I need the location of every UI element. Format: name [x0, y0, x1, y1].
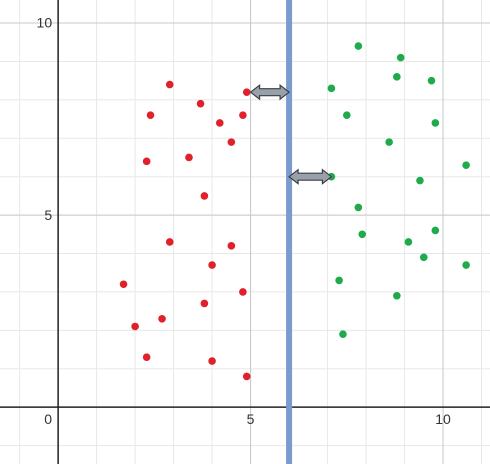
point [185, 153, 193, 162]
point [215, 119, 224, 127]
point [146, 111, 155, 120]
point [416, 176, 424, 185]
point [358, 230, 367, 239]
point [200, 192, 209, 200]
point [335, 276, 343, 285]
point [396, 53, 405, 62]
point [385, 138, 393, 146]
point [393, 291, 401, 300]
point [431, 226, 440, 235]
point [208, 261, 216, 269]
point [227, 138, 236, 146]
point [142, 157, 151, 166]
point [393, 73, 401, 81]
x-tick-label: 5 [247, 411, 255, 427]
x-tick-label: 10 [435, 411, 451, 427]
point [427, 76, 436, 85]
point [227, 242, 236, 250]
distance-arrow [249, 83, 291, 101]
point [431, 119, 440, 127]
point [462, 261, 470, 269]
point [208, 357, 216, 365]
point [196, 99, 205, 108]
point [343, 111, 351, 120]
point [339, 330, 347, 338]
point [165, 238, 174, 246]
point [239, 288, 247, 296]
y-tick-label: 5 [44, 207, 52, 223]
point [419, 253, 428, 262]
point [131, 322, 139, 331]
point [239, 111, 247, 120]
point [354, 42, 363, 50]
point [158, 315, 166, 323]
distance-arrow [288, 168, 333, 185]
point [242, 88, 251, 96]
x-tick-label: 0 [44, 411, 52, 427]
point [200, 299, 209, 308]
y-tick-label: 10 [37, 15, 53, 31]
point [119, 280, 128, 289]
point [404, 238, 413, 246]
point [242, 372, 251, 381]
point [327, 84, 336, 93]
point [462, 161, 470, 169]
point [354, 203, 363, 212]
point [165, 80, 174, 89]
point [142, 353, 151, 362]
